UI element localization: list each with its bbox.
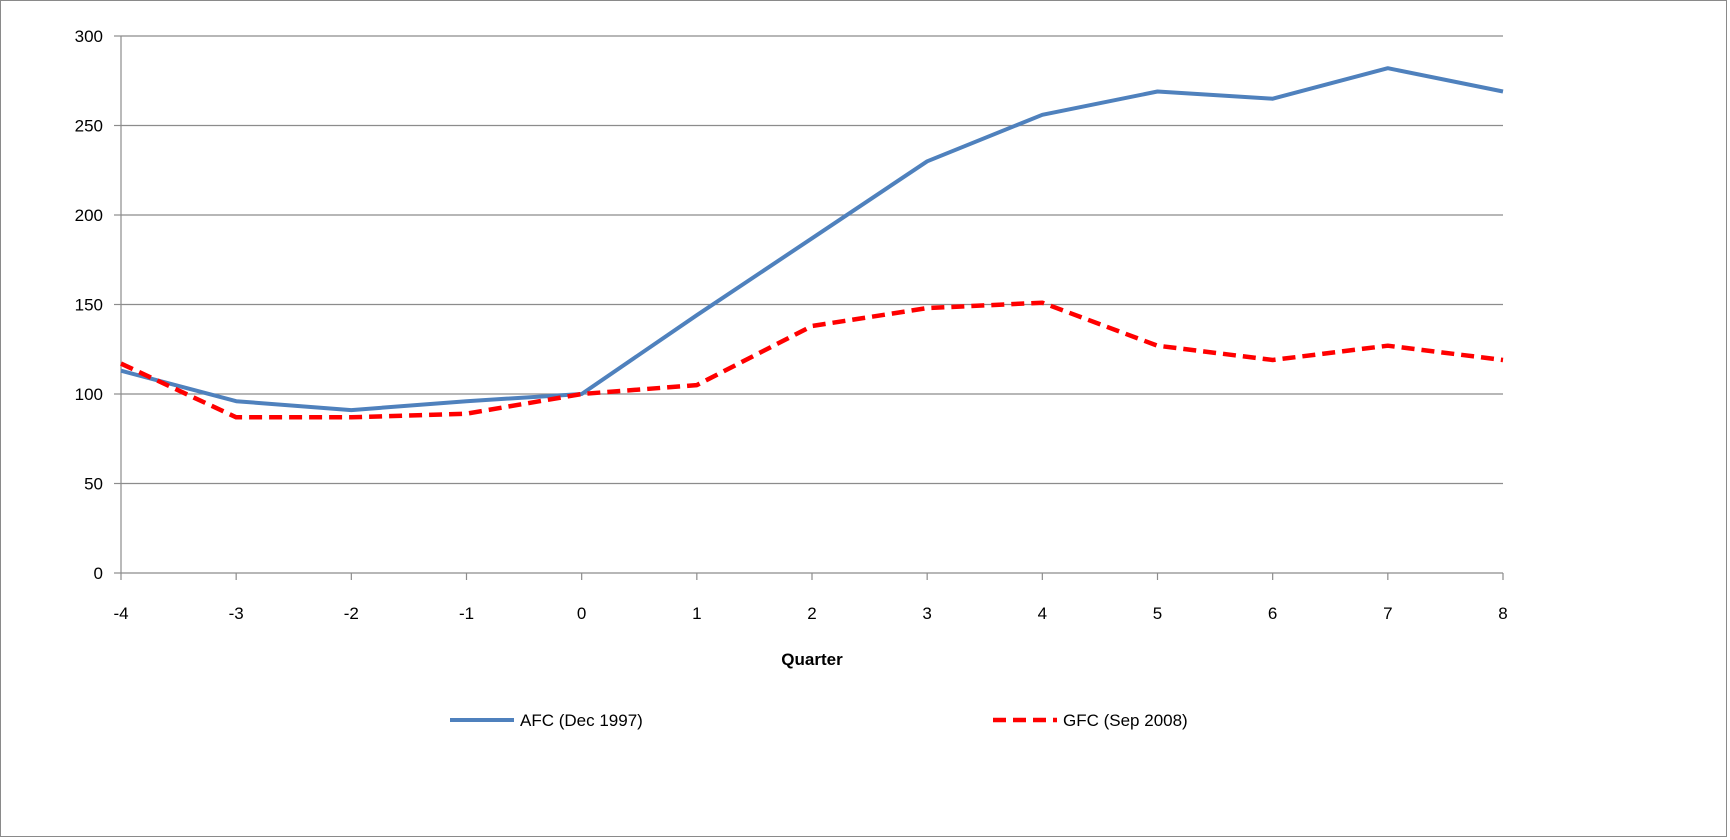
x-tick-label: 4 <box>1038 604 1047 623</box>
x-tick-label: 1 <box>692 604 701 623</box>
gridlines <box>121 35 1503 485</box>
x-axis-ticks: -4 -3 -2 -1 0 1 2 3 4 5 6 7 8 <box>113 573 1508 623</box>
y-tick-label: 150 <box>75 296 103 315</box>
x-tick-label: -3 <box>229 604 244 623</box>
x-tick-label: 3 <box>922 604 931 623</box>
legend-label-2: GFC (Sep 2008) <box>1063 711 1188 730</box>
y-tick-label: 0 <box>94 564 103 583</box>
x-tick-label: 2 <box>807 604 816 623</box>
series-line-2 <box>120 300 1504 420</box>
y-axis-ticks: 0 50 100 150 200 250 300 <box>75 27 121 583</box>
x-tick-label: -4 <box>113 604 128 623</box>
x-tick-label: 7 <box>1383 604 1392 623</box>
x-tick-label: -2 <box>344 604 359 623</box>
x-tick-label: -1 <box>459 604 474 623</box>
y-tick-label: 300 <box>75 27 103 46</box>
y-tick-label: 200 <box>75 206 103 225</box>
y-tick-label: 100 <box>75 385 103 404</box>
x-tick-label: 0 <box>577 604 586 623</box>
x-tick-label: 6 <box>1268 604 1277 623</box>
x-tick-label: 8 <box>1498 604 1507 623</box>
x-axis-title: Quarter <box>781 650 843 669</box>
legend: AFC (Dec 1997) GFC (Sep 2008) <box>450 711 1188 730</box>
series-line-1 <box>120 66 1504 413</box>
y-tick-label: 250 <box>75 117 103 136</box>
x-tick-label: 5 <box>1153 604 1162 623</box>
y-tick-label: 50 <box>84 475 103 494</box>
legend-label-1: AFC (Dec 1997) <box>520 711 643 730</box>
series-layer <box>120 66 1504 420</box>
